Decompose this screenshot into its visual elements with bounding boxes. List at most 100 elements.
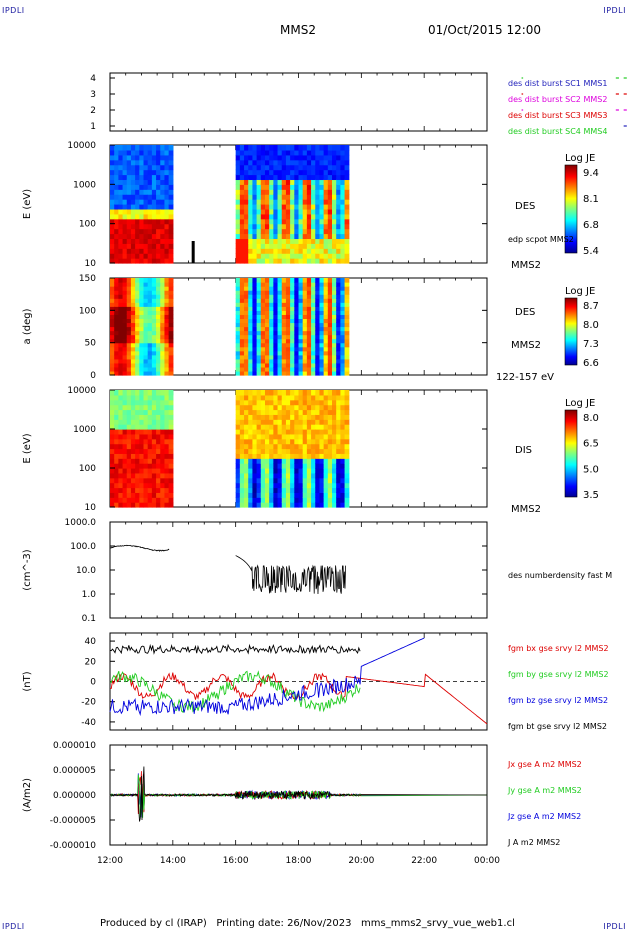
spectrogram-cell: [135, 362, 140, 368]
spectrogram-cell: [323, 477, 329, 484]
spectrogram-cell: [151, 290, 157, 295]
spectrogram-cell: [164, 290, 170, 295]
spectrogram-cell: [285, 414, 291, 420]
spectrogram-cell: [281, 218, 287, 225]
spectrogram-cell: [264, 199, 270, 205]
spectrogram-cell: [332, 419, 337, 425]
spectrogram-cell: [122, 149, 128, 156]
spectrogram-cell: [168, 366, 174, 372]
spectrogram-cell: [264, 502, 270, 508]
spectrogram-cell: [302, 204, 308, 210]
spectrogram-cell: [151, 477, 157, 484]
colorbar-tick: 3.5: [583, 490, 599, 501]
spectrogram-cell: [306, 404, 312, 411]
spectrogram-cell: [147, 169, 153, 176]
spectrogram-cell: [110, 404, 115, 411]
spectrogram-cell: [319, 338, 325, 344]
spectrogram-cell: [156, 290, 161, 295]
spectrogram-cell: [126, 342, 132, 348]
spectrogram-cell: [327, 169, 333, 176]
ytick-density: 1000.0: [65, 518, 97, 528]
spectrogram-cell: [147, 487, 153, 493]
spectrogram-cell: [235, 399, 241, 406]
spectrogram-cell: [110, 179, 115, 185]
spectrogram-cell: [315, 159, 321, 166]
spectrogram-cell: [143, 228, 149, 235]
des-pitch-label: DES: [515, 307, 535, 318]
spectrogram-cell: [256, 314, 262, 320]
spectrogram-cell: [340, 218, 346, 225]
spectrogram-cell: [260, 298, 266, 303]
spectrogram-cell: [332, 204, 337, 210]
spectrogram-cell: [327, 310, 333, 315]
spectrogram-cell: [336, 306, 341, 311]
spectrogram-cell: [260, 149, 266, 156]
spectrogram-cell: [110, 468, 115, 474]
spectrogram-cell: [252, 233, 258, 240]
spectrogram-cell: [256, 294, 262, 299]
spectrogram-cell: [244, 310, 249, 315]
spectrogram-cell: [135, 204, 140, 210]
mms2-label: MMS2: [511, 260, 541, 271]
spectrogram-cell: [122, 238, 128, 244]
spectrogram-cell: [323, 448, 329, 454]
spectrogram-cell: [164, 238, 170, 244]
spectrogram-cell: [332, 463, 337, 469]
spectrogram-cell: [135, 338, 140, 344]
spectrogram-cell: [126, 318, 132, 324]
spectrogram-cell: [277, 164, 283, 171]
spectrogram-cell: [302, 298, 308, 303]
spectrogram-cell: [143, 238, 149, 244]
spectrogram-cell: [336, 482, 341, 489]
spectrogram-cell: [235, 472, 241, 479]
spectrogram-cell: [332, 228, 337, 235]
spectrogram-cell: [264, 448, 270, 454]
time-tick-label: 16:00: [223, 856, 249, 866]
spectrogram-cell: [122, 174, 128, 181]
spectrogram-cell: [244, 184, 249, 190]
spectrogram-cell: [294, 443, 300, 450]
spectrogram-cell: [269, 189, 274, 195]
spectrogram-cell: [290, 458, 295, 464]
spectrogram-cell: [315, 438, 321, 445]
spectrogram-cell: [130, 218, 136, 225]
spectrogram-cell: [164, 409, 170, 415]
spectrogram-cell: [252, 472, 258, 479]
spectrogram-cell: [332, 477, 337, 484]
spectrogram-cell: [126, 298, 132, 303]
spectrogram-cell: [294, 346, 300, 352]
spectrogram-cell: [273, 233, 279, 240]
spectrogram-cell: [252, 350, 258, 356]
spectrogram-cell: [147, 164, 153, 171]
spectrogram-cell: [311, 154, 316, 161]
spectrogram-cell: [294, 458, 300, 464]
spectrogram-cell: [151, 258, 157, 264]
spectrogram-cell: [151, 350, 157, 356]
spectrogram-cell: [151, 306, 157, 311]
spectrogram-cell: [306, 306, 312, 311]
spectrogram-cell: [118, 233, 124, 240]
spectrogram-cell: [290, 298, 295, 303]
spectrogram-cell: [126, 463, 132, 469]
spectrogram-cell: [156, 438, 161, 445]
spectrogram-cell: [340, 306, 346, 311]
spectrogram-cell: [306, 472, 312, 479]
spectrogram-cell: [244, 433, 249, 440]
spectrogram-cell: [277, 204, 283, 210]
spectrogram-cell: [126, 278, 132, 283]
spectrogram-cell: [156, 189, 161, 195]
spectrogram-cell: [315, 228, 321, 235]
spectrogram-cell: [281, 330, 287, 336]
spectrogram-cell: [311, 429, 316, 435]
spectrogram-cell: [298, 145, 304, 151]
spectrogram-cell: [147, 322, 153, 328]
spectrogram-cell: [294, 354, 300, 360]
spectrogram-cell: [139, 443, 145, 450]
spectrogram-cell: [139, 310, 145, 315]
spectrogram-cell: [156, 154, 161, 161]
spectrogram-cell: [139, 184, 145, 190]
spectrogram-cell: [235, 310, 241, 315]
spectrogram-cell: [281, 438, 287, 445]
spectrogram-cell: [306, 159, 312, 166]
spectrogram-cell: [244, 492, 249, 498]
